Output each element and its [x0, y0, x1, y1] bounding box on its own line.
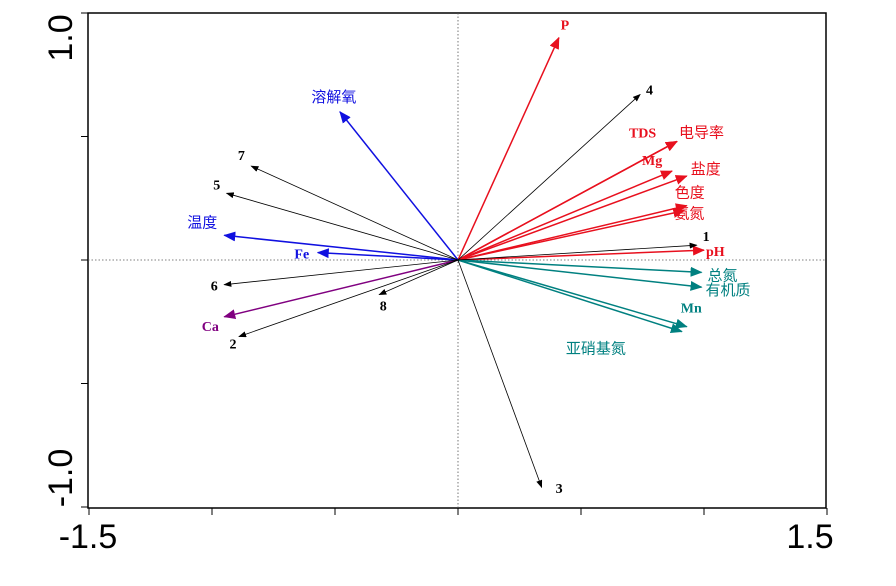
sample-vector-6: [223, 259, 459, 287]
axis-ticks: [81, 12, 828, 515]
sample-label-3: 3: [556, 482, 563, 497]
variable-label-cn4e9a785d57fa6c2e: 亚硝基氮: [566, 340, 626, 358]
sample-vector-2: [238, 259, 459, 338]
sample-label-7: 7: [238, 149, 245, 164]
variable-vector-cn75355bfc7387: [457, 140, 678, 261]
variable-label-cn6c286c2e: 氨氮: [674, 205, 704, 223]
sample-label-2: 2: [230, 338, 237, 353]
sample-vector-7: [250, 165, 459, 261]
variable-label-cn82725ea6: 色度: [675, 184, 705, 202]
x-tick-max: 1.5: [786, 518, 833, 556]
y-tick-min: -1.0: [42, 449, 80, 508]
variable-label-cn6e295ea6: 温度: [187, 213, 217, 231]
variable-label-ca: Ca: [202, 320, 219, 335]
sample-vector-4: [457, 93, 641, 261]
vector-layer: [223, 36, 705, 489]
variable-label-cn6eb689e36c27: 溶解氧: [311, 88, 356, 106]
sample-vector-8: [378, 259, 459, 295]
variable-vector-cn76d05ea6: [457, 175, 688, 261]
sample-vector-1: [457, 242, 698, 261]
variable-label-mg: Mg: [642, 154, 662, 169]
sample-label-5: 5: [213, 178, 220, 193]
variable-label-fe: Fe: [294, 248, 309, 263]
sample-vector-3: [457, 259, 543, 489]
variable-label-cn6709673a8d28: 有机质: [706, 281, 751, 299]
y-tick-max: 1.0: [42, 14, 80, 61]
variable-label-ph: pH: [706, 245, 725, 260]
variable-vector-p: [457, 36, 560, 261]
variable-vector-ph: [457, 245, 705, 261]
variable-label-tds: TDS: [629, 126, 656, 141]
variable-vector-cn4e9a785d57fa6c2e: [457, 259, 683, 334]
sample-label-6: 6: [211, 280, 218, 295]
sample-label-1: 1: [703, 230, 710, 245]
variable-vector-cn603b6c2e: [457, 259, 703, 277]
variable-vector-cn6e295ea6: [223, 231, 459, 261]
variable-vector-ca: [223, 259, 459, 320]
variable-vector-cn6709673a8d28: [457, 259, 703, 291]
variable-label-cn76d05ea6: 盐度: [691, 160, 721, 178]
sample-label-4: 4: [646, 84, 653, 99]
variable-vector-cn6eb689e36c27: [339, 111, 459, 261]
variable-vector-mg: [457, 170, 673, 261]
variable-vector-fe: [316, 248, 459, 261]
variable-vector-cn6c286c2e: [457, 208, 686, 261]
variable-label-cn75355bfc7387: 电导率: [679, 123, 724, 141]
variable-label-mn: Mn: [681, 302, 702, 317]
sample-vector-5: [225, 192, 459, 261]
variable-vector-mn: [457, 259, 688, 329]
variable-label-p: P: [561, 19, 570, 34]
x-tick-min: -1.5: [59, 518, 118, 556]
sample-label-8: 8: [380, 300, 387, 315]
variable-label-cn603b6c2e: 总氮: [708, 266, 738, 284]
